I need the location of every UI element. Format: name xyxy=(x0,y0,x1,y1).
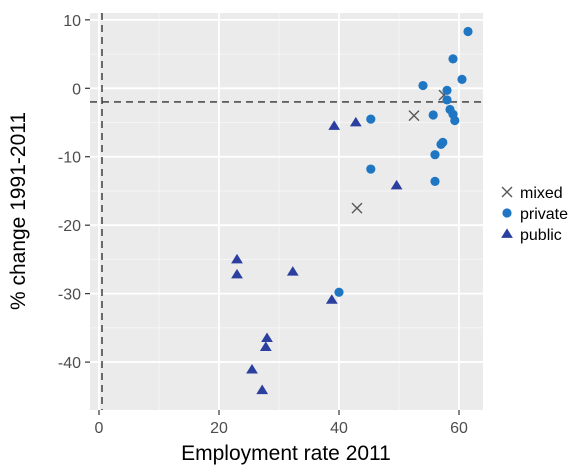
point-private xyxy=(430,176,440,186)
y-axis-ticks: -40 -30 -20 -10 0 10 xyxy=(58,13,90,372)
legend-key-private xyxy=(502,208,512,218)
legend-label-private: private xyxy=(520,206,568,223)
legend-label-mixed: mixed xyxy=(520,185,563,202)
x-axis-title: Employment rate 2011 xyxy=(181,442,391,465)
y-axis-title: % change 1991-2011 xyxy=(7,112,30,310)
x-tick-label: 40 xyxy=(330,420,348,437)
x-tick-label: 0 xyxy=(95,420,104,437)
point-private xyxy=(334,287,344,297)
x-tick-label: 20 xyxy=(210,420,228,437)
point-private xyxy=(366,164,376,174)
point-private xyxy=(457,74,467,84)
point-public xyxy=(286,266,299,276)
legend-item-public: public xyxy=(501,227,562,244)
point-private xyxy=(442,95,452,105)
point-public xyxy=(259,341,272,351)
legend: mixed private public xyxy=(501,185,568,244)
point-public xyxy=(390,179,403,190)
point-private xyxy=(418,80,428,91)
cross-stroke xyxy=(408,110,420,122)
x-axis-ticks: 0 20 40 60 xyxy=(95,410,468,437)
legend-item-mixed: mixed xyxy=(501,185,563,202)
y-tick-label: -10 xyxy=(58,150,81,167)
legend-label-public: public xyxy=(520,227,562,244)
y-tick-label: -30 xyxy=(58,287,81,304)
y-tick-label: 10 xyxy=(63,13,81,30)
x-tick-label: 60 xyxy=(450,420,468,437)
point-mixed xyxy=(408,110,420,122)
point-public xyxy=(231,253,243,264)
point-public xyxy=(325,294,338,304)
point-private xyxy=(463,26,473,37)
point-public xyxy=(261,332,273,343)
panel-background xyxy=(90,13,483,410)
point-private xyxy=(366,114,376,124)
point-public xyxy=(349,116,362,127)
point-private xyxy=(442,85,452,95)
point-public xyxy=(328,120,341,130)
legend-key-mixed xyxy=(501,186,513,198)
point-private xyxy=(428,110,438,120)
y-tick-label: -20 xyxy=(58,218,81,235)
y-tick-label: 0 xyxy=(72,81,81,98)
legend-item-private: private xyxy=(502,206,568,223)
data-points xyxy=(231,26,473,395)
point-private xyxy=(430,150,440,160)
point-private xyxy=(436,139,446,150)
point-public xyxy=(256,384,269,395)
point-private xyxy=(448,54,458,64)
point-public xyxy=(231,268,243,279)
reference-lines xyxy=(90,13,483,410)
cross-stroke xyxy=(351,202,363,214)
point-private xyxy=(450,115,460,126)
point-mixed xyxy=(351,202,363,214)
minor-gridlines xyxy=(90,13,483,410)
point-public xyxy=(246,364,258,374)
cross-stroke xyxy=(501,186,513,198)
y-tick-label: -40 xyxy=(58,355,81,372)
legend-key-public xyxy=(501,228,513,238)
